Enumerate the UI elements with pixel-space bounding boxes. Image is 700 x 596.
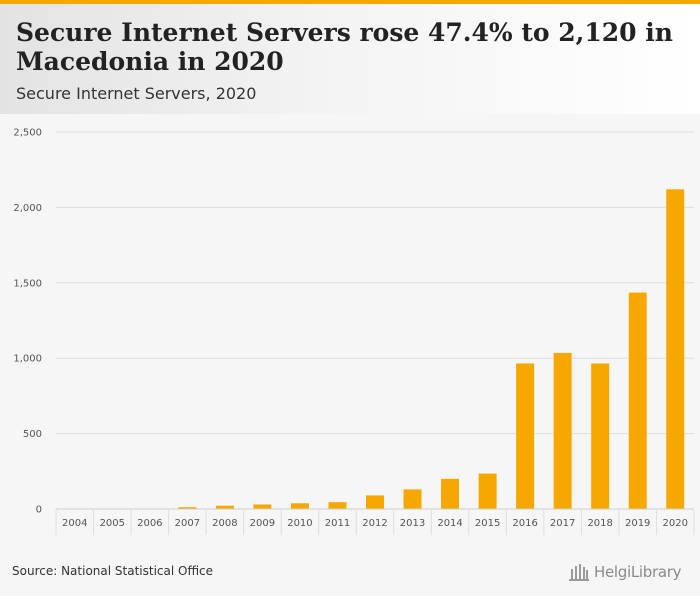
x-tick-label: 2018 bbox=[587, 518, 612, 529]
x-tick-label: 2009 bbox=[250, 518, 275, 529]
y-tick-label: 1,500 bbox=[13, 278, 42, 289]
x-tick-label: 2007 bbox=[175, 518, 200, 529]
x-tick-label: 2015 bbox=[475, 518, 500, 529]
y-tick-label: 2,000 bbox=[13, 203, 42, 214]
bar-2010 bbox=[290, 503, 309, 509]
x-tick-label: 2012 bbox=[362, 518, 387, 529]
bar-2014 bbox=[441, 478, 460, 509]
bar-2018 bbox=[591, 363, 610, 509]
bar-2007 bbox=[178, 507, 197, 509]
bar-2009 bbox=[253, 504, 272, 509]
bar-2012 bbox=[366, 495, 384, 509]
chart-area: 0 500 1,000 1,500 2,000 2,500 2004 2005 2006 2007… bbox=[0, 114, 700, 546]
x-tick-label: 2019 bbox=[625, 518, 650, 529]
y-tick-label: 2,500 bbox=[13, 128, 42, 139]
bar-2019 bbox=[628, 292, 647, 509]
x-tick-label: 2017 bbox=[550, 518, 575, 529]
x-tick-label: 2010 bbox=[287, 518, 312, 529]
y-tick-label: 1,000 bbox=[13, 354, 42, 365]
x-tick-label: 2004 bbox=[62, 518, 87, 529]
bar-2020 bbox=[666, 189, 685, 509]
x-tick-label: 2016 bbox=[512, 518, 537, 529]
x-tick-label: 2011 bbox=[325, 518, 350, 529]
x-tick-label: 2005 bbox=[100, 518, 125, 529]
bar-2011 bbox=[328, 502, 347, 509]
bar-2013 bbox=[403, 489, 422, 509]
bar-2017 bbox=[553, 352, 572, 509]
chart-header: Secure Internet Servers rose 47.4% to 2,… bbox=[0, 4, 700, 114]
chart-subtitle: Secure Internet Servers, 2020 bbox=[16, 84, 257, 103]
bar-2015 bbox=[478, 473, 497, 509]
bar-chart: 0 500 1,000 1,500 2,000 2,500 2004 2005 2006 2007… bbox=[13, 128, 695, 535]
page-title: Secure Internet Servers rose 47.4% to 2,… bbox=[16, 18, 673, 76]
source-note: Source: National Statistical Office bbox=[12, 564, 214, 578]
y-tick-label: 0 bbox=[36, 505, 42, 516]
x-tick-label: 2014 bbox=[437, 518, 462, 529]
helgi-library-logo: HelgiLibrary bbox=[568, 561, 682, 583]
x-tick-label: 2013 bbox=[400, 518, 425, 529]
bar-2016 bbox=[516, 363, 535, 509]
logo-text: HelgiLibrary bbox=[594, 563, 682, 581]
library-building-icon bbox=[569, 564, 589, 581]
x-tick-label: 2008 bbox=[212, 518, 237, 529]
bar-2008 bbox=[215, 505, 234, 509]
y-tick-label: 500 bbox=[23, 429, 42, 440]
top-accent-bar bbox=[0, 0, 700, 4]
x-tick-label: 2006 bbox=[137, 518, 162, 529]
x-tick-label: 2020 bbox=[663, 518, 688, 529]
